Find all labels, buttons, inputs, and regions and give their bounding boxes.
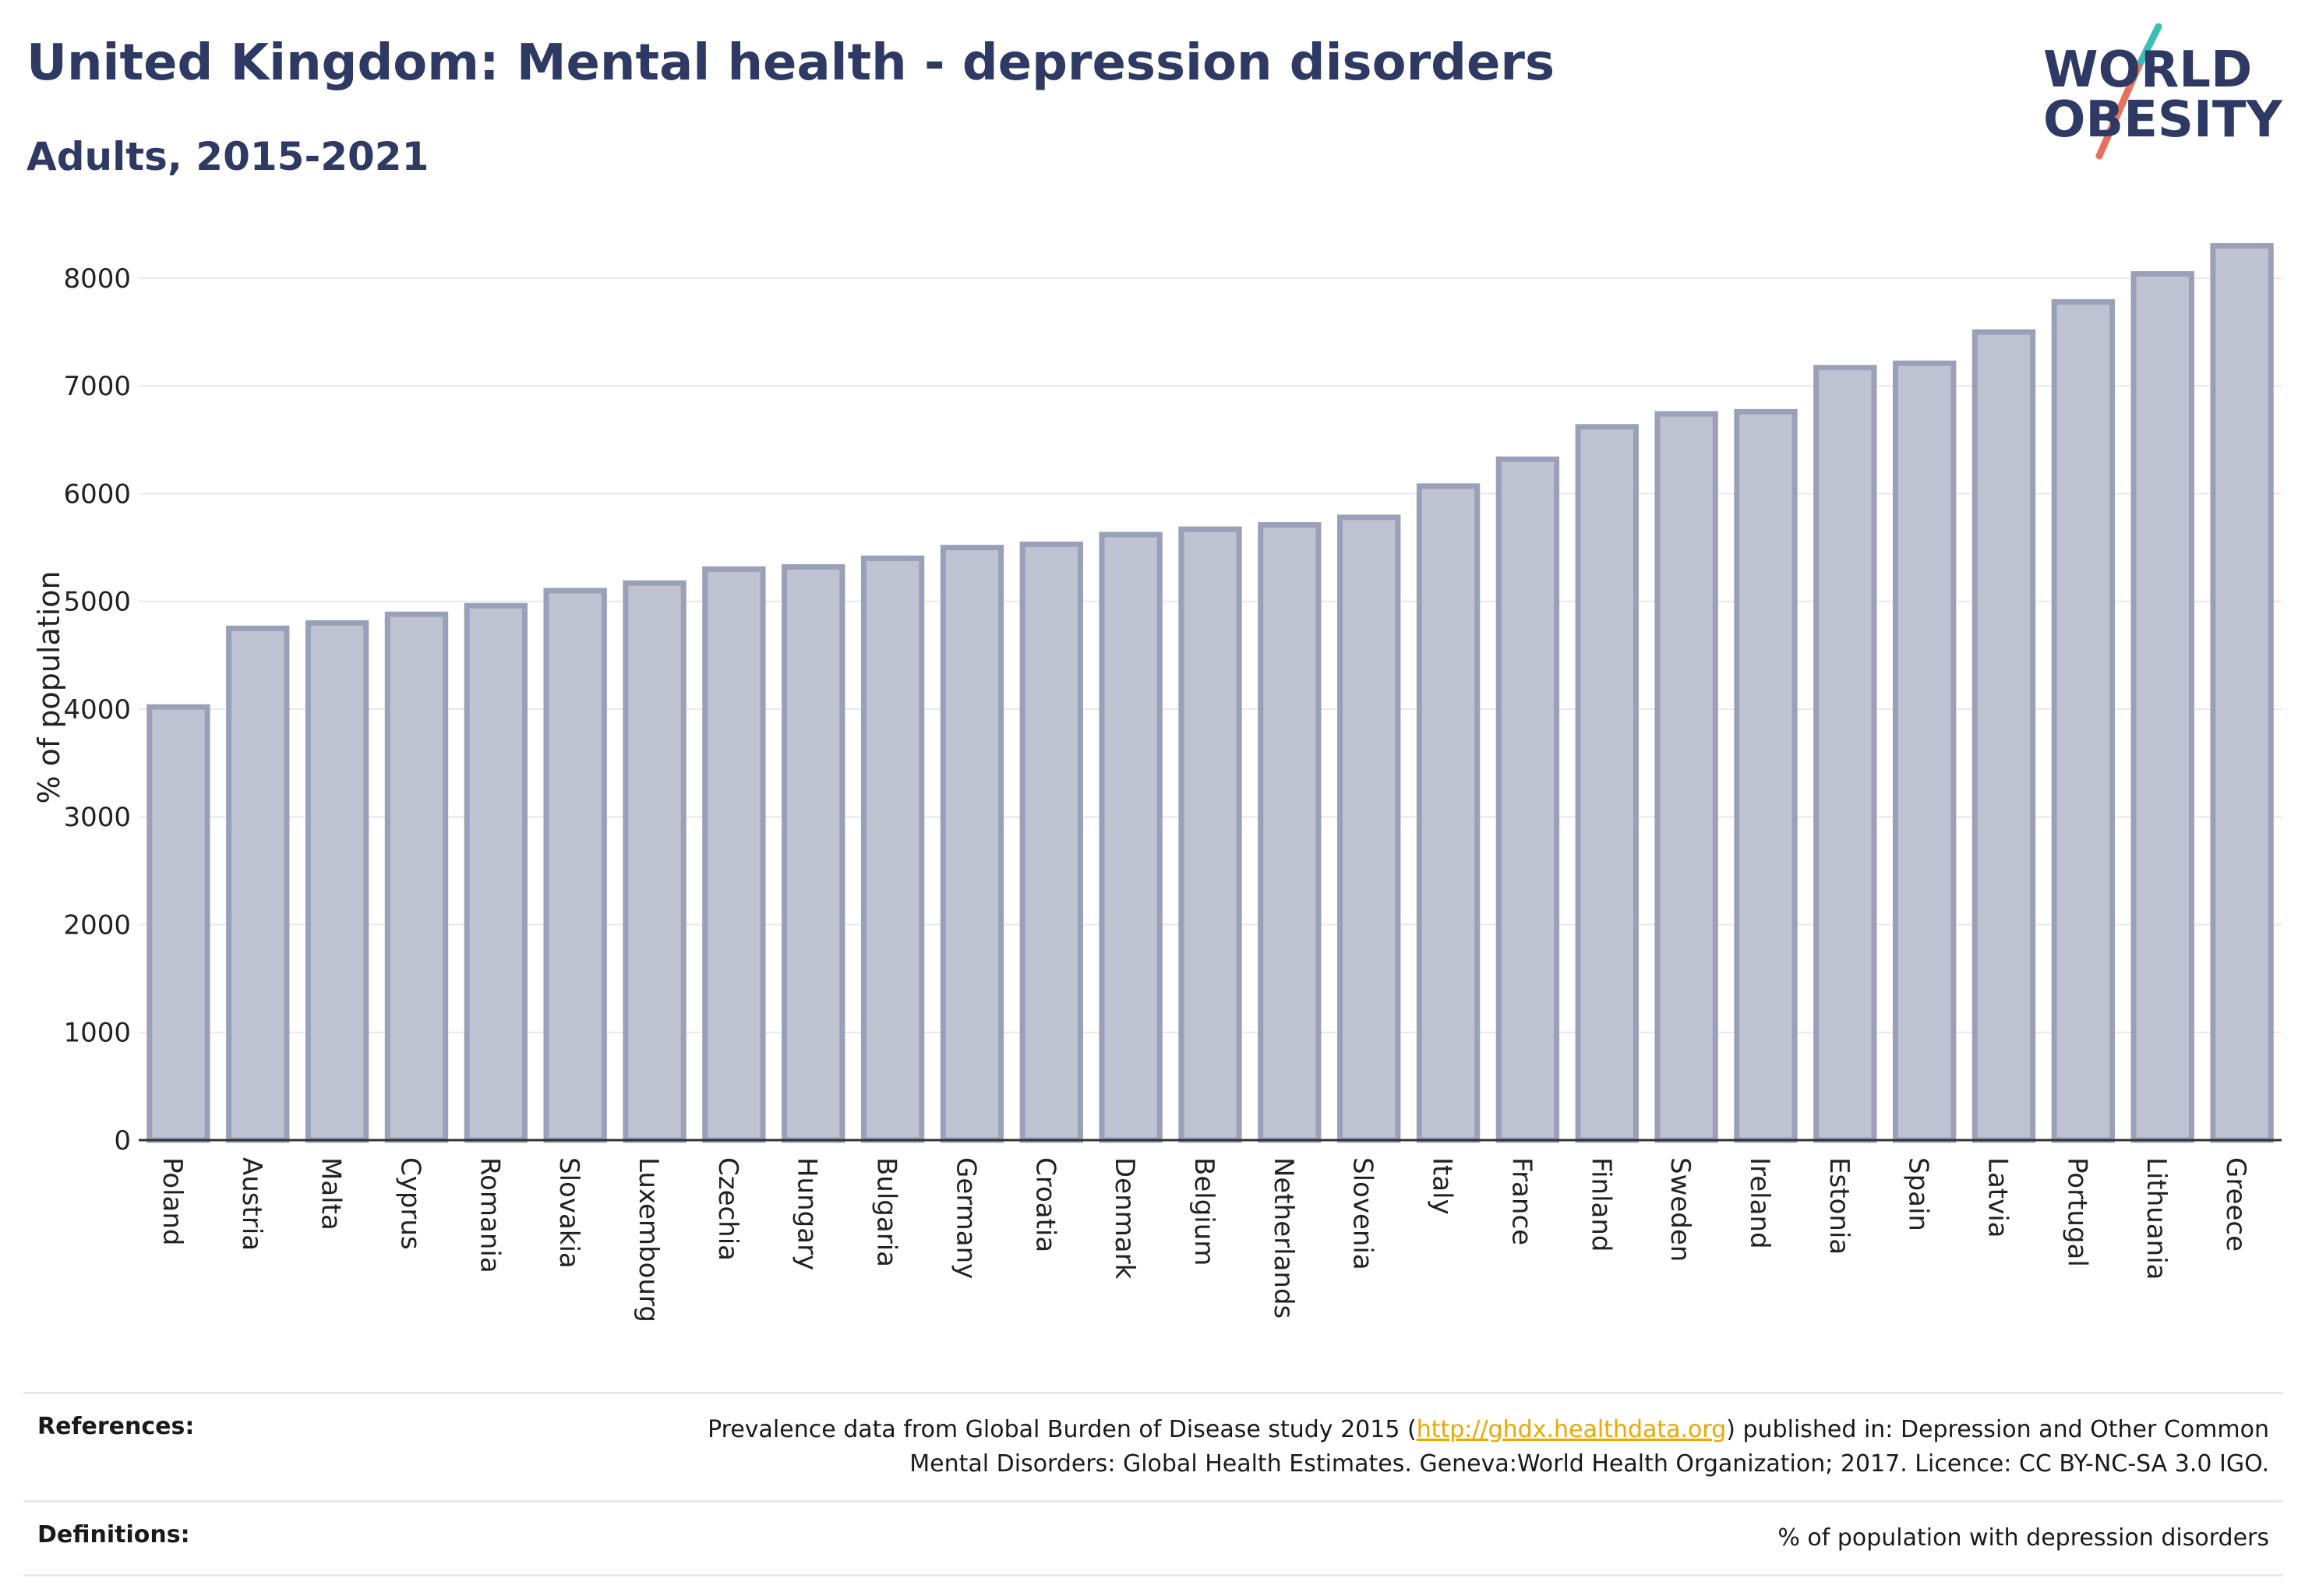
bar-germany xyxy=(940,545,1004,1143)
world-obesity-logo: WORLD OBESITY xyxy=(2026,23,2291,164)
references-line-2: Mental Disorders: Global Health Estimate… xyxy=(909,1450,2269,1478)
y-tick-label: 0 xyxy=(114,1125,131,1156)
bar-sweden xyxy=(1654,411,1718,1143)
bar-finland xyxy=(1575,424,1639,1143)
bar-cyprus xyxy=(384,611,449,1143)
bar-luxembourg xyxy=(623,580,687,1143)
x-category-label: Poland xyxy=(157,1157,188,1246)
x-category-label: Netherlands xyxy=(1268,1157,1299,1319)
references-text: Prevalence data from Global Burden of Di… xyxy=(708,1413,2269,1481)
x-category-label: Greece xyxy=(2220,1157,2251,1252)
bar-belgium xyxy=(1178,526,1242,1143)
x-category-label: Ireland xyxy=(1744,1157,1775,1249)
y-tick-labels: 0 1000 2000 3000 4000 5000 6000 7000 8000 xyxy=(63,263,131,1156)
references-link[interactable]: http://ghdx.healthdata.org xyxy=(1416,1416,1727,1443)
references-prefix: Prevalence data from Global Burden of Di… xyxy=(708,1416,1417,1443)
y-tick-label: 1000 xyxy=(63,1018,131,1049)
bar-latvia xyxy=(1971,329,2036,1143)
bar-hungary xyxy=(782,563,845,1143)
x-category-label: Romania xyxy=(474,1157,505,1273)
definitions-text: % of population with depression disorder… xyxy=(1777,1524,2269,1552)
references-line-1: Prevalence data from Global Burden of Di… xyxy=(708,1413,2269,1447)
x-category-label: Luxembourg xyxy=(633,1157,664,1322)
bar-netherlands xyxy=(1258,522,1322,1143)
y-tick-label: 6000 xyxy=(63,478,131,510)
bar-czechia xyxy=(702,566,766,1143)
x-category-label: Latvia xyxy=(1982,1157,2014,1238)
x-category-label: Austria xyxy=(236,1157,267,1251)
bar-estonia xyxy=(1813,365,1877,1143)
x-category-label: Malta xyxy=(316,1157,347,1231)
x-category-label: Portugal xyxy=(2061,1157,2092,1267)
x-category-label: Slovenia xyxy=(1347,1157,1378,1270)
x-category-label: Finland xyxy=(1585,1157,1616,1252)
x-category-label: Slovakia xyxy=(553,1157,584,1269)
x-category-labels: Poland Austria Malta Cyprus Romania Slovakia L… xyxy=(157,1157,2251,1322)
bar-bulgaria xyxy=(860,555,925,1143)
x-category-label: Lithuania xyxy=(2141,1157,2172,1280)
references-suffix: ) published in: Depression and Other Com… xyxy=(1726,1416,2269,1443)
logo-slash-icon xyxy=(2095,23,2162,160)
x-category-label: Italy xyxy=(1427,1157,1458,1215)
bar-romania xyxy=(464,602,528,1143)
x-category-label: Germany xyxy=(950,1157,981,1279)
y-axis-title: % of population xyxy=(32,570,66,803)
y-tick-label: 8000 xyxy=(63,263,131,295)
x-category-label: Spain xyxy=(1903,1157,1934,1231)
bar-malta xyxy=(305,620,369,1143)
bar-lithuania xyxy=(2130,270,2194,1143)
bar-slovenia xyxy=(1337,514,1401,1143)
chart-title: United Kingdom: Mental health - depressi… xyxy=(26,34,1555,92)
bar-spain xyxy=(1892,360,1957,1143)
references-row: References: Prevalence data from Global … xyxy=(23,1392,2283,1500)
y-tick-label: 2000 xyxy=(63,909,131,941)
bar-slovakia xyxy=(543,588,607,1143)
y-tick-label: 7000 xyxy=(63,371,131,402)
bar-italy xyxy=(1416,483,1481,1143)
bar-croatia xyxy=(1019,541,1083,1143)
x-category-label: Denmark xyxy=(1109,1157,1140,1280)
x-category-label: Cyprus xyxy=(394,1157,425,1250)
footer: References: Prevalence data from Global … xyxy=(23,1392,2283,1577)
x-category-label: Hungary xyxy=(792,1157,823,1270)
x-category-label: Croatia xyxy=(1029,1157,1061,1252)
y-tick-label: 3000 xyxy=(63,802,131,833)
definitions-row: Definitions: % of population with depres… xyxy=(23,1500,2283,1577)
x-category-label: Estonia xyxy=(1823,1157,1855,1255)
bar-greece xyxy=(2210,242,2274,1143)
bar-poland xyxy=(146,704,210,1143)
bar-france xyxy=(1495,456,1560,1143)
x-category-label: France xyxy=(1505,1157,1537,1245)
chart-subtitle: Adults, 2015-2021 xyxy=(26,134,429,179)
x-category-label: Czechia xyxy=(712,1157,743,1261)
bars xyxy=(146,242,2274,1143)
bar-chart: 0 1000 2000 3000 4000 5000 6000 7000 8000 Poland… xyxy=(32,242,2282,1322)
y-tick-label: 5000 xyxy=(63,587,131,618)
x-category-label: Sweden xyxy=(1664,1157,1696,1262)
x-category-label: Belgium xyxy=(1188,1157,1220,1266)
y-tick-label: 4000 xyxy=(63,694,131,726)
bar-portugal xyxy=(2051,298,2116,1143)
bar-ireland xyxy=(1734,408,1798,1143)
logo-text-world: WORLD xyxy=(2043,41,2253,99)
definitions-label: Definitions: xyxy=(37,1521,190,1548)
x-category-label: Bulgaria xyxy=(871,1157,902,1267)
logo-text-obesity: OBESITY xyxy=(2043,91,2282,149)
references-label: References: xyxy=(37,1413,195,1440)
bar-denmark xyxy=(1099,531,1163,1143)
bar-austria xyxy=(226,625,290,1143)
